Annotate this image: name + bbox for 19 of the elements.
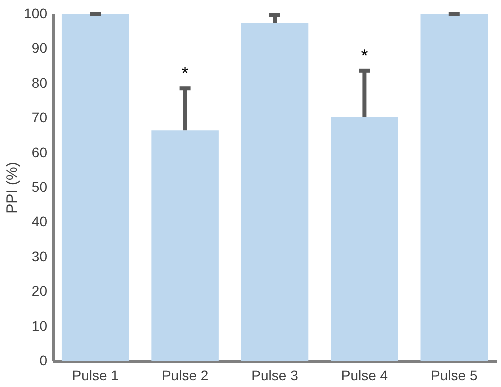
y-tick-label: 60 [32, 144, 48, 160]
y-tick-label: 40 [32, 214, 48, 230]
y-tick-label: 30 [32, 248, 48, 264]
y-tick-label: 10 [32, 318, 48, 334]
x-tick-label: Pulse 4 [341, 368, 388, 384]
y-tick-label: 70 [32, 110, 48, 126]
y-tick-label: 100 [24, 6, 48, 22]
y-tick-label: 0 [40, 352, 48, 368]
x-tick-label: Pulse 1 [72, 368, 120, 384]
y-tick-label: 90 [32, 40, 48, 56]
annotation: * [182, 64, 189, 84]
x-tick-label: Pulse 2 [162, 368, 209, 384]
annotation: * [361, 46, 368, 66]
y-tick-label: 50 [32, 179, 48, 195]
y-tick-label: 20 [32, 283, 48, 300]
y-axis-title: PPI (%) [4, 162, 22, 214]
x-tick-label: Pulse 5 [431, 368, 478, 384]
x-tick-label: Pulse 3 [252, 368, 299, 384]
y-tick-label: 80 [32, 74, 48, 91]
